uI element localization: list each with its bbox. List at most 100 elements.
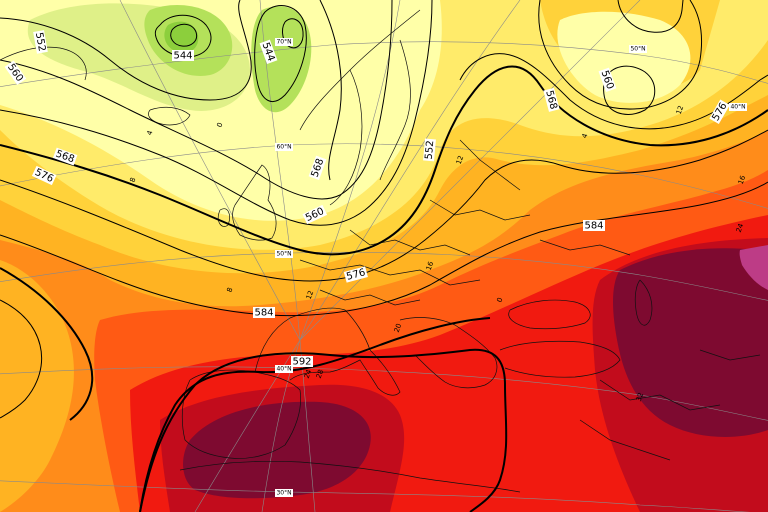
coastlines-and-borders	[0, 9, 761, 493]
parallel-40	[0, 366, 768, 421]
meridian-e	[119, 0, 301, 341]
contour-label-text: 576	[345, 267, 366, 283]
contour-label-bg	[31, 165, 57, 186]
contour-584	[0, 129, 768, 282]
lat-label-lat40e: 40°N	[730, 104, 745, 111]
temp-label-t8: 8	[128, 177, 137, 184]
coast-black-sea	[508, 299, 591, 330]
contour-label-text: 544	[173, 51, 192, 62]
meridian-c	[259, 0, 316, 512]
temp-label-t16b: 16	[737, 174, 748, 186]
contour-label-bg	[253, 307, 275, 318]
temp-label-t24b: 24	[303, 368, 314, 380]
contour-label-c576b: 576	[343, 266, 368, 283]
contour-label-c552a: 552	[33, 30, 48, 54]
contour-label-bg	[259, 39, 278, 65]
temp-label-t20: 20	[393, 322, 404, 333]
contour-label-bg	[308, 155, 327, 181]
temp-label-t32: 32	[635, 391, 646, 402]
lat-label-bg	[629, 45, 647, 53]
band-green-b	[251, 6, 312, 113]
contour-584-west	[0, 299, 43, 419]
contour-label-bg	[4, 60, 27, 85]
band-maroon-east	[613, 248, 768, 437]
contour-576-thick	[0, 65, 768, 256]
temp-label-t0: 0	[215, 122, 224, 129]
contour-label-bg	[709, 99, 730, 125]
contour-label-text: 584	[254, 308, 273, 319]
temp-label-t12c: 12	[455, 154, 466, 165]
temp-label-t0b: 0	[495, 297, 504, 304]
contour-544-inner	[170, 23, 198, 47]
coast-caspian	[634, 279, 653, 326]
lat-label-lat50w: 50°N	[276, 251, 291, 258]
contour-label-bg	[172, 50, 194, 61]
borders-europe	[299, 139, 631, 306]
lat-label-bg	[275, 250, 293, 258]
contour-label-text: 592	[292, 357, 311, 368]
contour-560-ne	[603, 65, 656, 115]
contour-label-bg	[583, 220, 605, 231]
lat-label-bg	[275, 489, 293, 497]
contour-544-a	[154, 14, 212, 58]
contour-label-c552b: 552	[423, 138, 436, 162]
contour-568-east	[459, 53, 768, 130]
contour-label-c568b: 568	[543, 87, 560, 112]
coast-greenland	[0, 46, 87, 81]
contour-560-ne-b	[617, 0, 684, 33]
coast-france-italy	[254, 307, 401, 396]
lat-label-bg	[275, 365, 293, 373]
band-lightest-ne	[557, 11, 691, 103]
lat-label-bg	[275, 38, 293, 46]
contour-label-c544a: 544	[172, 50, 194, 62]
band-gold-west	[0, 260, 74, 512]
contour-label-c592a: 592	[291, 356, 313, 368]
contour-label-bg	[33, 30, 48, 54]
latitude-labels: 70°N 60°N 50°N 50°N 40°N 40°N 30°N	[275, 38, 747, 497]
temp-label-t28: 28	[315, 368, 326, 379]
contour-588-thick	[0, 267, 491, 512]
contour-560	[0, 0, 393, 200]
lat-label-lat30: 30°N	[276, 490, 291, 497]
contour-label-bg	[291, 356, 313, 367]
temp-label-t12b: 12	[675, 104, 686, 115]
meridian-a	[194, 0, 521, 512]
temp-label-t4: 4	[145, 129, 154, 136]
contour-label-text: 552	[33, 32, 47, 53]
lat-label-bg	[275, 143, 293, 151]
contour-label-bg	[598, 67, 617, 93]
temp-label-t8b: 8	[225, 287, 234, 294]
contour-592-thick	[139, 348, 508, 512]
temp-label-t16a: 16	[425, 260, 436, 272]
lat-label-lat40w: 40°N	[276, 366, 291, 373]
band-violet-east	[739, 245, 768, 290]
contour-label-bg	[52, 147, 78, 166]
coast-africa	[179, 460, 521, 493]
temp-label-t24a: 24	[735, 222, 746, 234]
meridian-b	[261, 0, 401, 512]
lat-label-lat70w: 70°N	[276, 39, 291, 46]
lat-label-bg	[729, 103, 747, 111]
parallel-30	[0, 480, 750, 512]
parallel-50	[0, 251, 768, 301]
contour-label-c584a: 584	[253, 307, 275, 319]
contour-544-b	[254, 5, 307, 103]
lat-label-lat50e: 50°N	[630, 46, 645, 53]
contour-584b	[0, 181, 768, 317]
coast-iceland	[148, 106, 191, 126]
borders-middle-east	[579, 349, 761, 461]
parallel-60	[0, 143, 768, 209]
meridian-d	[299, 0, 641, 341]
temp-label-t12a: 12	[305, 289, 316, 300]
contour-label-text: 568	[543, 89, 559, 110]
contour-552-east	[538, 0, 703, 110]
coast-turkey	[499, 340, 621, 378]
coast-scandinavia	[299, 9, 421, 206]
lat-label-lat60: 60°N	[276, 144, 291, 151]
contour-568	[0, 0, 433, 226]
